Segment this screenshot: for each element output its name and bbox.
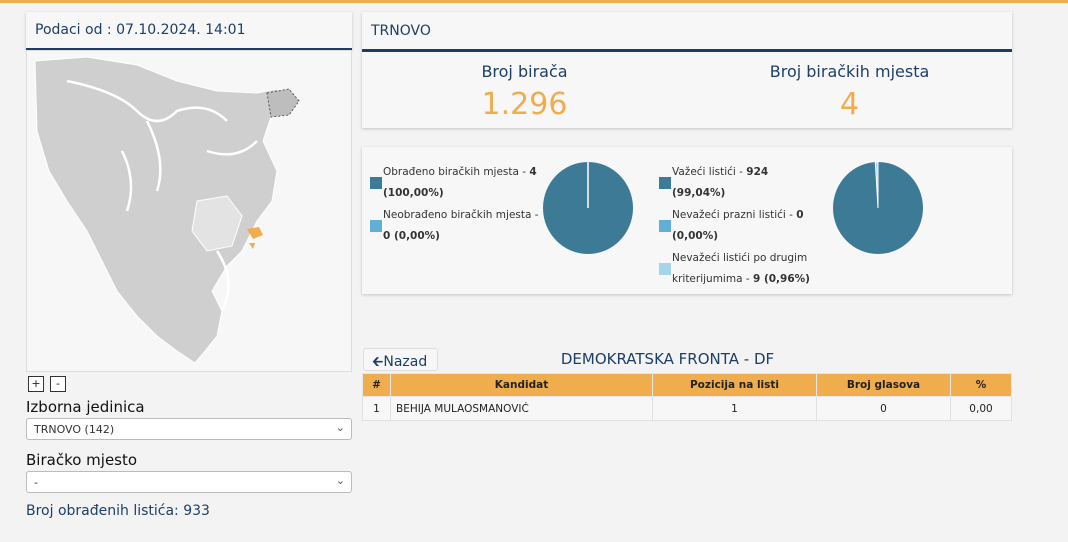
processed-count: Broj obrađenih listića: 933: [26, 503, 210, 519]
charts-panel: Obrađeno biračkih mjesta - 4 (100,00%) Ne…: [362, 147, 1012, 294]
table-row: 1 BEHIJA MULAOSMANOVIĆ 1 0 0,00: [362, 396, 1012, 421]
unit-label: Izborna jedinica: [26, 398, 145, 416]
pie-slice-other-invalid: [874, 161, 879, 209]
stations-pie: [543, 162, 633, 254]
col-candidate[interactable]: Kandidat: [390, 373, 653, 397]
cell-position: 1: [652, 396, 817, 421]
col-percent[interactable]: %: [950, 373, 1012, 397]
legend-swatch: [659, 220, 671, 232]
voters-value: 1.296: [481, 87, 568, 122]
legend-valid: Važeći listići - 924 (99,04%): [672, 166, 769, 199]
legend-other-invalid: Nevažeći listići po drugim kriterijumima …: [672, 252, 810, 285]
legend-blank: Nevažeći prazni listići - 0 (0,00%): [672, 209, 804, 242]
voters-stat: Broj birača 1.296: [362, 62, 687, 122]
col-number[interactable]: #: [362, 373, 391, 397]
stations-stat: Broj biračkih mjesta 4: [687, 62, 1012, 122]
arrow-left-icon: 🡰: [372, 354, 384, 370]
map[interactable]: [26, 50, 352, 372]
legend-swatch: [659, 177, 671, 189]
stats-panel: Broj birača 1.296 Broj biračkih mjesta 4: [362, 52, 1012, 128]
table-header: # Kandidat Pozicija na listi Broj glasov…: [362, 373, 1012, 397]
cell-candidate: BEHIJA MULAOSMANOVIĆ: [390, 396, 653, 421]
legend-swatch: [659, 263, 671, 275]
zoom-in-button[interactable]: +: [28, 376, 44, 392]
cell-votes: 0: [816, 396, 951, 421]
station-select[interactable]: - ⌄: [26, 471, 352, 493]
cell-number: 1: [362, 396, 391, 421]
legend-swatch: [370, 220, 382, 232]
legend-swatch: [370, 177, 382, 189]
unit-select-value: TRNOVO (142): [34, 423, 115, 436]
zoom-out-button[interactable]: -: [50, 376, 66, 392]
page-title: TRNOVO: [362, 12, 1012, 52]
top-accent-bar: [0, 0, 1068, 3]
chevron-down-icon: ⌄: [335, 421, 345, 434]
col-votes[interactable]: Broj glasova: [816, 373, 951, 397]
stations-label: Broj biračkih mjesta: [769, 62, 930, 81]
legend-unprocessed: Neobrađeno biračkih mjesta - 0 (0,00%): [383, 209, 539, 242]
party-title: DEMOKRATSKA FRONTA - DF: [560, 350, 775, 368]
col-position[interactable]: Pozicija na listi: [652, 373, 817, 397]
data-timestamp: Podaci od : 07.10.2024. 14:01: [26, 12, 352, 50]
candidates-table: # Kandidat Pozicija na listi Broj glasov…: [362, 373, 1012, 421]
cell-percent: 0,00: [950, 396, 1012, 421]
selected-municipality: [247, 227, 263, 239]
bih-map[interactable]: [27, 51, 353, 373]
unit-select[interactable]: TRNOVO (142) ⌄: [26, 418, 352, 440]
legend-processed: Obrađeno biračkih mjesta - 4 (100,00%): [383, 166, 537, 199]
back-label: Nazad: [383, 354, 428, 370]
ballots-pie: [833, 161, 923, 254]
station-select-value: -: [34, 476, 38, 489]
chevron-down-icon: ⌄: [335, 474, 345, 487]
voters-label: Broj birača: [481, 62, 568, 81]
back-button[interactable]: 🡰Nazad: [363, 348, 438, 371]
stations-value: 4: [839, 87, 860, 122]
station-label: Biračko mjesto: [26, 451, 138, 469]
